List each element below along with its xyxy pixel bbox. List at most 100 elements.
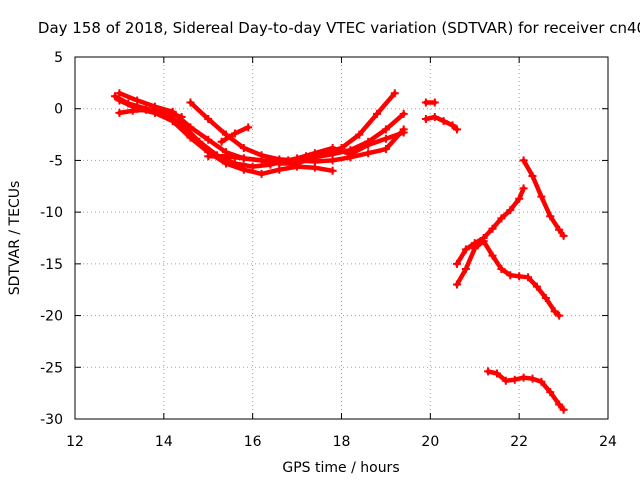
y-tick-label: -10 [40,205,63,221]
data-point [492,369,501,378]
data-point [222,159,231,168]
data-point [110,92,119,101]
data-point [204,115,213,124]
data-point [484,367,493,376]
data-point [257,169,266,178]
x-tick-label: 14 [155,434,173,450]
y-tick-label: 5 [54,50,63,66]
data-point [328,144,337,153]
x-tick-label: 20 [421,434,439,450]
data-point [244,123,253,132]
data-point [439,117,448,126]
data-point [430,98,439,107]
plot-frame [74,56,609,420]
data-point [559,231,568,240]
data-point [204,135,213,144]
data-point [524,273,533,282]
data-point [248,162,257,171]
data-point [381,134,390,143]
data-point [510,375,519,384]
data-series [110,89,568,414]
data-point [541,293,550,302]
data-point [310,157,319,166]
data-point [488,224,497,233]
data-point [381,125,390,134]
data-point [310,149,319,158]
data-point [497,265,506,274]
data-point [555,225,564,234]
data-point [204,152,213,161]
x-tick-label: 24 [599,434,617,450]
data-point [452,259,461,268]
data-point [355,130,364,139]
data-point [519,156,528,165]
data-point [159,107,168,116]
data-point [506,271,515,280]
data-point [168,117,177,126]
data-point [461,265,470,274]
data-point [257,156,266,165]
data-point [328,166,337,175]
data-point [497,214,506,223]
data-point [230,129,239,138]
data-point [346,150,355,159]
data-point [555,311,564,320]
data-point [506,206,515,215]
y-tick-label: -30 [40,412,63,428]
chart-title: Day 158 of 2018, Sidereal Day-to-day VTE… [38,19,640,37]
data-point [115,108,124,117]
data-point [559,405,568,414]
data-point [452,125,461,134]
data-point [239,154,248,163]
data-point [177,112,186,121]
data-point [217,137,226,146]
axis-ticks: 12 14 16 18 20 22 24 5 0 -5 -10 -15 -20 -25 -30 [40,50,617,450]
data-point [275,165,284,174]
data-point [115,96,124,105]
data-point [515,272,524,281]
y-tick-label: -25 [40,360,63,376]
data-point [532,282,541,291]
data-point [421,115,430,124]
data-point [399,109,408,118]
data-point [537,377,546,386]
data-point [461,245,470,254]
data-point [528,374,537,383]
x-axis-label: GPS time / hours [282,460,399,476]
data-point [373,109,382,118]
data-point [501,376,510,385]
y-tick-label: -15 [40,257,63,273]
data-point [239,165,248,174]
data-point [142,105,151,114]
data-point [293,154,302,163]
series-track-m [485,369,566,412]
x-tick-label: 16 [244,434,262,450]
x-tick-label: 22 [510,434,528,450]
data-point [381,145,390,154]
data-point [186,98,195,107]
data-point [239,144,248,153]
data-point [115,89,124,98]
data-point [328,156,337,165]
data-point [537,192,546,201]
data-point [430,112,439,121]
x-tick-label: 18 [333,434,351,450]
data-point [448,121,457,130]
data-point [488,251,497,260]
data-point [222,152,231,161]
data-point [364,149,373,158]
data-point [470,244,479,253]
series-track-k [454,238,562,318]
data-point [528,171,537,180]
series-track-l [521,158,566,239]
data-point [399,128,408,137]
data-point [519,373,528,382]
data-point [546,212,555,221]
data-point [519,184,528,193]
data-point [364,140,373,149]
data-point [275,158,284,167]
data-point [555,400,564,409]
y-tick-label: -20 [40,309,63,325]
data-point [546,388,555,397]
